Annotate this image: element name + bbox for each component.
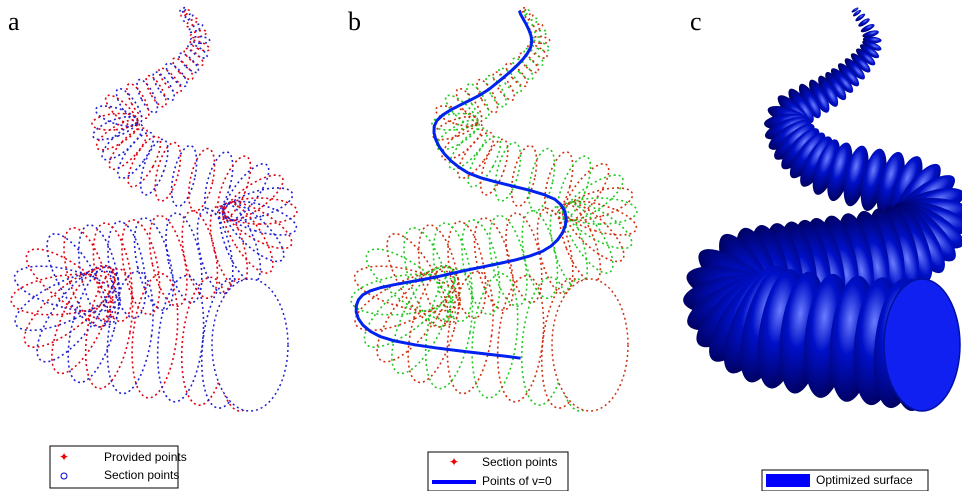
tube-end bbox=[552, 279, 628, 411]
section-ring bbox=[127, 214, 181, 313]
section-ring bbox=[135, 136, 173, 198]
section-ring bbox=[559, 195, 640, 242]
section-ring bbox=[36, 226, 120, 336]
section-ring bbox=[179, 7, 187, 14]
section-ring bbox=[185, 17, 199, 28]
section-ring bbox=[551, 152, 598, 223]
legend: ✦ Section points Points of v=0 bbox=[428, 452, 568, 491]
legend: ✦ Provided points Section points bbox=[50, 446, 187, 488]
section-ring bbox=[102, 219, 152, 321]
legend-entry: Section points bbox=[104, 468, 179, 482]
section-ring bbox=[379, 258, 466, 382]
section-ring bbox=[182, 12, 194, 22]
panel-label: b bbox=[348, 7, 361, 36]
legend-marker: ✦ bbox=[59, 450, 69, 464]
tube-end bbox=[212, 279, 288, 411]
section-ring bbox=[475, 136, 513, 198]
section-ring bbox=[211, 199, 269, 287]
section-ring bbox=[199, 149, 238, 218]
section-ring bbox=[92, 114, 143, 155]
section-ring bbox=[539, 149, 578, 218]
section-ring bbox=[176, 51, 201, 76]
section-ring bbox=[466, 271, 523, 400]
section-ring bbox=[9, 269, 123, 320]
section-ring bbox=[133, 77, 161, 116]
section-ring bbox=[126, 271, 183, 400]
legend-marker bbox=[766, 474, 810, 487]
section-ring bbox=[219, 195, 300, 242]
tubes bbox=[8, 7, 962, 411]
section-ring bbox=[167, 143, 201, 208]
page: {"panels": [ {"label": "a", "legend": ["… bbox=[0, 0, 962, 491]
section-ring bbox=[507, 143, 541, 208]
section-ring bbox=[184, 146, 220, 213]
panel-label: c bbox=[690, 7, 702, 36]
section-ring bbox=[211, 152, 258, 223]
section-ring bbox=[150, 69, 178, 103]
panel-label: a bbox=[8, 7, 20, 36]
section-ring bbox=[182, 46, 206, 68]
tube-end bbox=[884, 279, 960, 411]
figure: a b c ✦ Provided points Section points ✦… bbox=[0, 0, 962, 491]
section-ring bbox=[492, 274, 549, 404]
section-ring bbox=[524, 146, 560, 213]
section-ring bbox=[142, 73, 170, 110]
legend-marker: ✦ bbox=[449, 455, 459, 469]
legend: Optimized surface bbox=[762, 470, 928, 491]
section-ring bbox=[150, 140, 185, 203]
section-ring bbox=[123, 81, 153, 121]
section-ring bbox=[551, 199, 609, 287]
legend-entry: Points of v=0 bbox=[482, 474, 552, 488]
section-ring bbox=[39, 258, 126, 382]
legend-entry: Section points bbox=[482, 455, 557, 469]
section-ring bbox=[490, 140, 525, 203]
section-ring bbox=[112, 85, 146, 126]
v0-curve bbox=[356, 11, 566, 358]
section-ring bbox=[152, 274, 209, 404]
legend-entry: Provided points bbox=[104, 450, 187, 464]
legend-entry: Optimized surface bbox=[816, 473, 913, 487]
